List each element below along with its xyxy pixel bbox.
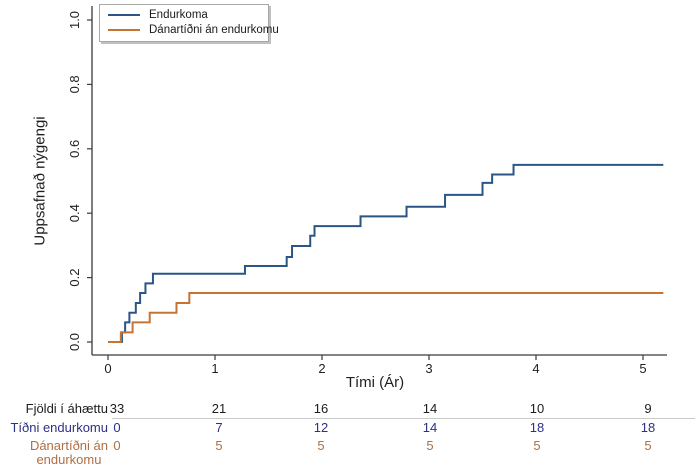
x-tick-label: 1 — [211, 361, 218, 376]
risk-table-row-label: Dánartíðni án endurkomu — [29, 438, 108, 467]
risk-table-cell: 0 — [113, 438, 121, 453]
y-tick-label: 0.0 — [67, 333, 82, 351]
risk-table-cell: 21 — [211, 401, 227, 416]
legend-item-danartidni: Dánartíðni án endurkomu — [100, 23, 279, 37]
risk-table-row-label: Tíðni endurkomu — [10, 420, 108, 435]
risk-table-row-label: Fjöldi í áhættu — [25, 401, 108, 416]
chart-legend: Endurkoma Dánartíðni án endurkomu — [99, 4, 279, 42]
cumulative-incidence-chart: 0 1 2 3 4 5 0.0 0.2 0.4 0.6 0.8 1.0 — [67, 6, 667, 376]
risk-table-cell: 5 — [644, 438, 652, 453]
risk-table-cell: 7 — [215, 420, 223, 435]
table-separator-line — [112, 418, 695, 419]
risk-table-cell: 16 — [313, 401, 329, 416]
risk-table-cell: 12 — [313, 420, 329, 435]
y-axis-title: Uppsafnað nýgengi — [31, 116, 49, 246]
x-axis-title: Tími (Ár) — [345, 374, 405, 391]
risk-table-cell: 14 — [422, 401, 438, 416]
x-tick-label: 2 — [318, 361, 325, 376]
y-tick-label: 0.4 — [67, 204, 82, 222]
y-tick-label: 0.2 — [67, 269, 82, 287]
risk-table-cell: 5 — [533, 438, 541, 453]
legend-item-endurkoma: Endurkoma — [100, 8, 268, 22]
endurkoma-line-swatch — [108, 14, 140, 16]
risk-table-cell: 10 — [529, 401, 545, 416]
x-tick-label: 0 — [104, 361, 111, 376]
risk-table-cell: 0 — [113, 420, 121, 435]
legend-label: Endurkoma — [149, 9, 208, 21]
endurkoma-curve — [108, 163, 664, 343]
risk-table-cell: 5 — [317, 438, 325, 453]
y-tick-label: 1.0 — [67, 11, 82, 29]
y-tick-label: 0.8 — [67, 75, 82, 93]
risk-table-cell: 33 — [109, 401, 125, 416]
y-tick-label: 0.6 — [67, 140, 82, 158]
danartidni-line-swatch — [108, 29, 140, 31]
danartidni-curve — [108, 292, 664, 343]
legend-label: Dánartíðni án endurkomu — [149, 24, 279, 36]
x-tick-label: 4 — [532, 361, 539, 376]
risk-table-cell: 18 — [640, 420, 656, 435]
x-tick-label: 5 — [639, 361, 646, 376]
risk-table-cell: 18 — [529, 420, 545, 435]
risk-table-cell: 5 — [426, 438, 434, 453]
risk-table-cell: 9 — [644, 401, 652, 416]
x-tick-label: 3 — [425, 361, 432, 376]
risk-table-cell: 5 — [215, 438, 223, 453]
risk-table-cell: 14 — [422, 420, 438, 435]
